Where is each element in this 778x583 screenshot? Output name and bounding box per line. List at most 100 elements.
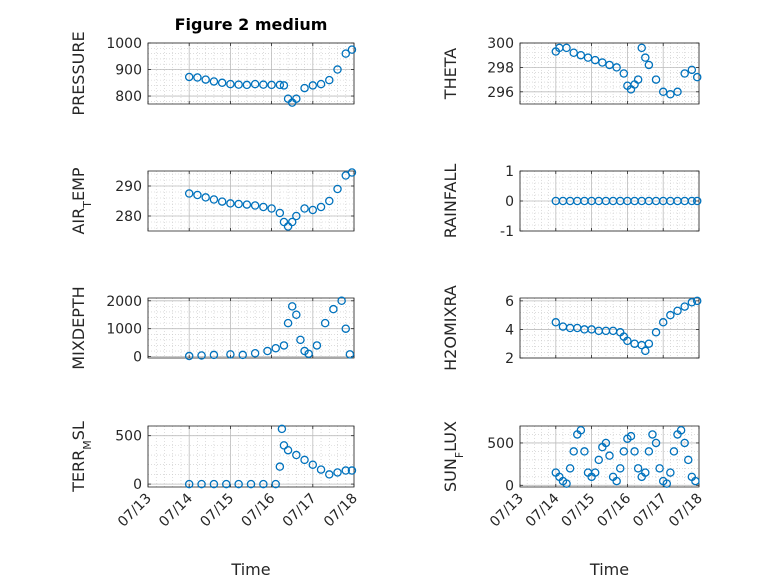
axes-box xyxy=(147,42,355,105)
axes-box xyxy=(519,297,700,359)
data-point xyxy=(267,80,276,90)
y-tick-label: 296 xyxy=(487,85,514,101)
ylabel: RAINFALL xyxy=(441,164,460,239)
data-point xyxy=(226,199,235,208)
data-point xyxy=(217,78,227,88)
data-point xyxy=(226,350,235,359)
data-point xyxy=(680,438,689,448)
axes-box xyxy=(147,170,355,232)
plot-area xyxy=(148,171,354,231)
series-points xyxy=(184,424,357,489)
data-point xyxy=(658,87,668,97)
data-point xyxy=(184,189,194,198)
x-tick-label: 07/13 xyxy=(487,491,527,531)
data-point xyxy=(345,350,355,359)
data-point xyxy=(691,476,700,486)
data-point xyxy=(316,202,326,212)
data-point xyxy=(275,462,285,471)
data-point xyxy=(666,310,675,320)
data-point xyxy=(197,479,206,489)
data-point xyxy=(347,168,357,177)
series-points xyxy=(551,43,702,99)
y-tick-label: 900 xyxy=(115,63,142,79)
data-point xyxy=(562,43,571,53)
y-tick-label: 0 xyxy=(133,350,142,366)
data-point xyxy=(626,431,636,441)
data-point xyxy=(184,479,194,489)
y-tick-label: 0 xyxy=(505,194,514,210)
data-point xyxy=(673,306,682,316)
data-point xyxy=(658,318,668,327)
data-point xyxy=(267,204,276,213)
data-point xyxy=(641,468,650,477)
data-point xyxy=(644,60,654,70)
data-point xyxy=(242,200,252,209)
x-tick-label: 07/17 xyxy=(280,491,320,531)
series-points xyxy=(184,45,357,107)
y-tick-label: 0 xyxy=(505,478,514,494)
data-point xyxy=(209,479,219,489)
plot-area xyxy=(148,43,354,104)
data-point xyxy=(209,195,219,204)
data-point xyxy=(250,349,260,358)
data-point xyxy=(308,205,318,215)
data-point xyxy=(308,81,318,90)
y-tick-label: 2 xyxy=(505,351,514,367)
data-point xyxy=(623,336,632,346)
data-point xyxy=(605,451,614,460)
y-tick-label: 800 xyxy=(115,89,142,105)
plot-area xyxy=(148,298,354,358)
data-point xyxy=(275,80,285,90)
data-point xyxy=(234,479,243,489)
data-point xyxy=(234,80,243,89)
data-point xyxy=(300,204,309,213)
grid-major xyxy=(147,426,355,487)
subplot-1: 800 900 1000 PRESSURE xyxy=(69,31,357,116)
data-point xyxy=(662,479,672,488)
data-point xyxy=(676,425,686,435)
data-point xyxy=(292,94,301,103)
data-point xyxy=(217,197,227,206)
data-point xyxy=(669,447,679,456)
ylabel: PRESSURE xyxy=(69,31,88,115)
data-point xyxy=(598,58,607,67)
data-point xyxy=(333,65,342,74)
data-point xyxy=(633,464,643,473)
y-tick-label: 290 xyxy=(115,179,142,195)
series-points xyxy=(551,296,702,356)
data-point xyxy=(292,450,301,460)
data-point xyxy=(259,202,268,212)
data-point xyxy=(184,351,194,361)
y-tick-label: 6 xyxy=(505,294,514,310)
data-point xyxy=(271,343,280,353)
ylabel: MIXDEPTH xyxy=(69,286,88,369)
data-point xyxy=(641,53,650,62)
data-point xyxy=(325,75,334,85)
data-point xyxy=(333,468,342,477)
y-tick-label: 280 xyxy=(115,209,142,225)
data-point xyxy=(242,80,252,90)
data-point xyxy=(287,217,297,227)
figure-title: Figure 2 medium xyxy=(175,15,328,34)
x-tick-label: 07/18 xyxy=(666,491,706,531)
x-tick-label: 07/15 xyxy=(197,491,237,531)
data-point xyxy=(615,464,625,473)
data-point xyxy=(283,445,293,455)
y-tick-label: 2000 xyxy=(106,294,142,310)
ylabel: SUNFLUX xyxy=(441,421,466,492)
data-point xyxy=(583,53,593,62)
x-axis-label: Time xyxy=(589,560,629,579)
data-point xyxy=(201,193,210,202)
data-point xyxy=(630,447,639,456)
data-point xyxy=(250,201,260,210)
ylabel: THETA xyxy=(441,48,460,100)
axes-box xyxy=(147,425,355,488)
data-point xyxy=(687,298,697,307)
subplot-2: 296 298 300 THETA xyxy=(441,36,702,105)
data-point xyxy=(580,447,589,456)
data-point xyxy=(655,464,664,473)
data-point xyxy=(271,479,280,489)
data-point xyxy=(605,60,614,70)
